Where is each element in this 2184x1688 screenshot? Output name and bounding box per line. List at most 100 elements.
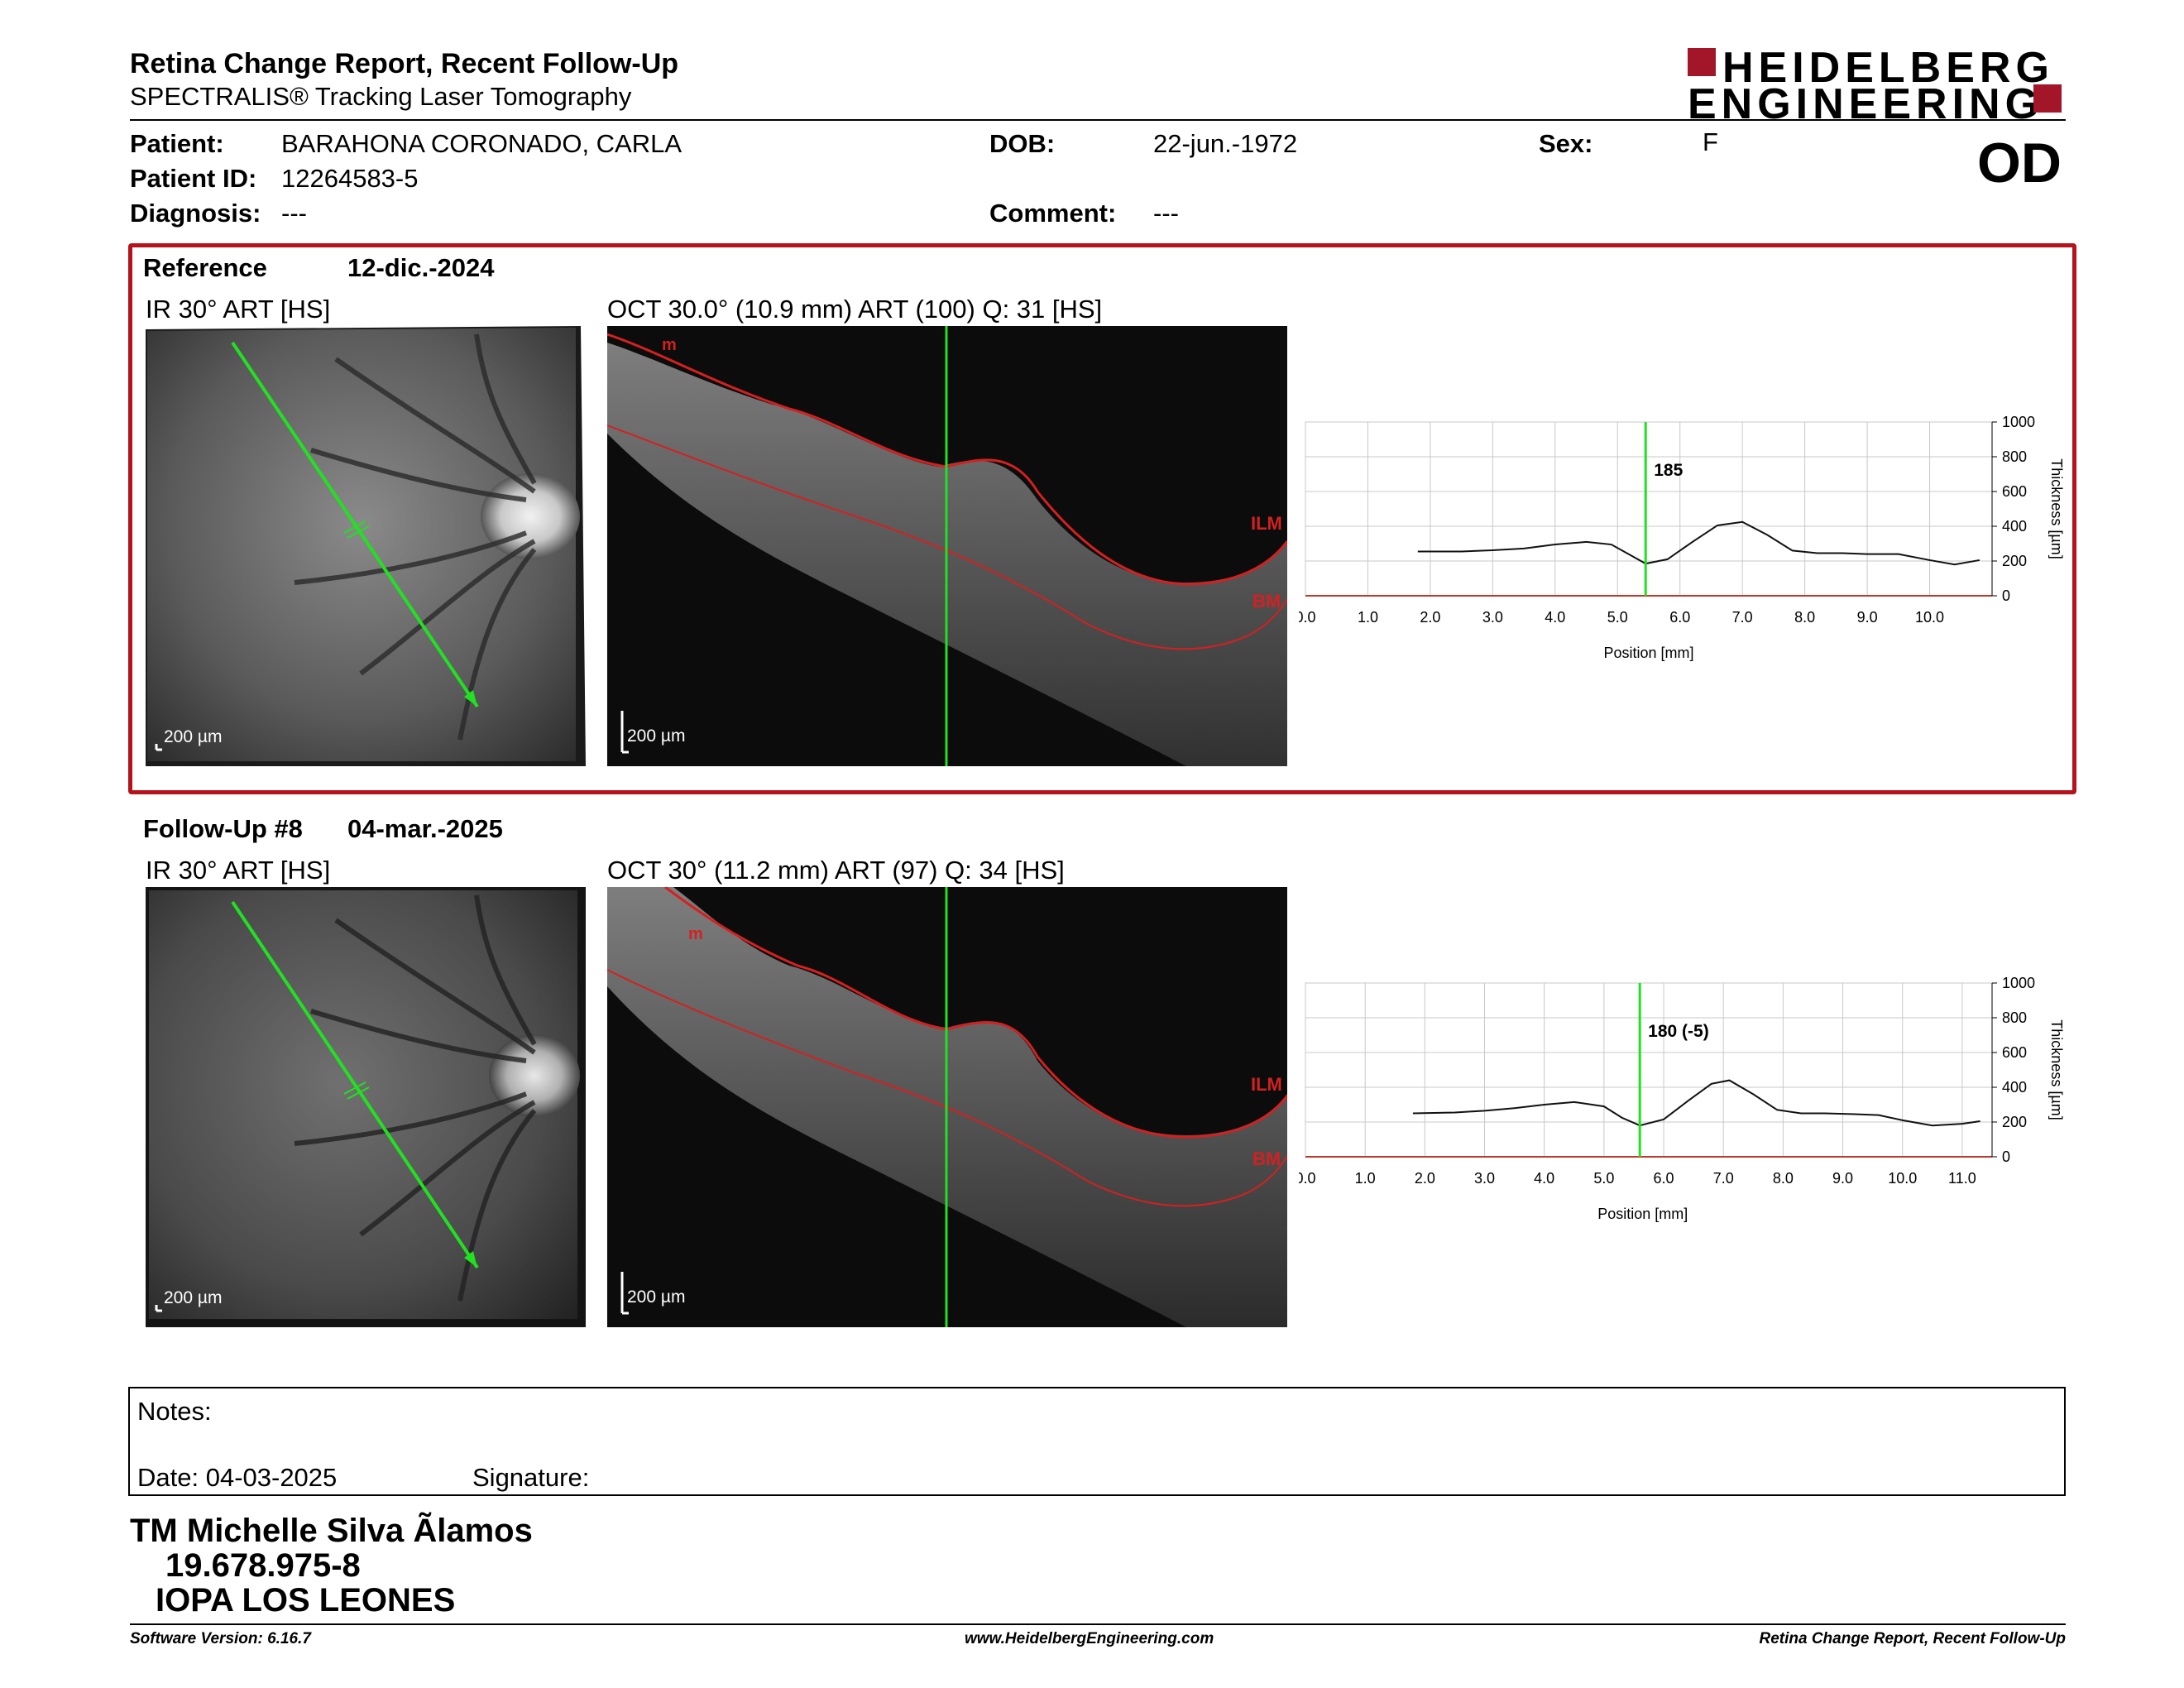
x-tick-label: 11.0 <box>1948 1170 1976 1187</box>
ref-scan-line <box>231 341 479 708</box>
report-subtitle: SPECTRALIS® Tracking Laser Tomography <box>130 82 632 111</box>
reference-frame <box>128 243 2076 794</box>
x-tick-label: 9.0 <box>1857 609 1878 626</box>
sex-label: Sex: <box>1539 129 1593 158</box>
header-divider <box>130 119 2066 121</box>
patient-id: 12264583-5 <box>281 164 419 193</box>
dob-value: 22-jun.-1972 <box>1153 129 1298 158</box>
logo-square-icon <box>1688 48 1716 76</box>
y-tick-label: 600 <box>2002 483 2027 500</box>
y-axis-label: Thickness [µm] <box>2048 1019 2065 1120</box>
x-tick-label: 2.0 <box>1420 609 1440 626</box>
ref-ir-title: IR 30° ART [HS] <box>146 295 331 324</box>
fu-ir-fundus-image: 200 µm <box>146 887 586 1327</box>
fu-oct-title: OCT 30° (11.2 mm) ART (97) Q: 34 [HS] <box>607 856 1065 885</box>
x-tick-label: 4.0 <box>1545 609 1565 626</box>
dob-label: DOB: <box>989 129 1056 158</box>
notes-box: Notes: Date: 04-03-2025 Signature: <box>128 1387 2066 1496</box>
ref-oct-scale: 200 µm <box>627 727 686 746</box>
thickness-series-line <box>1417 520 1980 566</box>
plot-area <box>1305 982 1993 1158</box>
x-tick-label: 10.0 <box>1915 609 1944 626</box>
ref-oct-bscan-image: m ILM BM 200 µm <box>607 326 1287 766</box>
ref-label-ilm: ILM <box>1251 513 1282 534</box>
fu-thickness-chart: 0.0 1.0 2.0 3.0 4.0 5.0 6.0 7.0 8.0 9.0 10.0 11.0 0 2… <box>1299 975 2065 1222</box>
x-tick-label: 3.0 <box>1474 1170 1495 1187</box>
x-tick-label: 10.0 <box>1888 1170 1917 1187</box>
y-tick-label: 400 <box>2002 518 2027 535</box>
x-tick-label: 3.0 <box>1482 609 1503 626</box>
reference-label: Reference <box>143 253 267 282</box>
marker-value-label: 180 (-5) <box>1648 1022 1709 1041</box>
followup-label: Follow-Up #8 <box>143 814 303 843</box>
x-tick-label: 1.0 <box>1358 609 1378 626</box>
x-tick-label: 0.0 <box>1299 609 1316 626</box>
logo-line-1: HEIDELBERG <box>1722 44 2054 92</box>
signatory-id: 19.678.975-8 <box>165 1547 361 1584</box>
x-axis-label: Position [mm] <box>1603 645 1693 661</box>
sex-value: F <box>1703 127 1718 156</box>
plot-area <box>1305 421 1993 597</box>
y-tick-label: 800 <box>2002 448 2027 465</box>
y-tick-label: 0 <box>2002 1149 2010 1165</box>
x-tick-label: 6.0 <box>1669 609 1690 626</box>
y-tick-label: 200 <box>2002 1114 2027 1130</box>
fu-bm-line <box>607 969 1287 1207</box>
x-tick-label: 5.0 <box>1607 609 1628 626</box>
y-tick-label: 200 <box>2002 553 2027 569</box>
fu-oct-bscan-image: m ILM BM 200 µm <box>607 887 1287 1327</box>
y-tick-label: 1000 <box>2002 414 2035 430</box>
ref-thickness-chart: 0.0 1.0 2.0 3.0 4.0 5.0 6.0 7.0 8.0 9.0 10.0 0 200 40… <box>1299 414 2065 661</box>
fu-label-ilm: ILM <box>1251 1074 1282 1095</box>
y-tick-label: 1000 <box>2002 975 2035 991</box>
diagnosis-value: --- <box>281 199 307 228</box>
patient-id-label: Patient ID: <box>130 164 257 193</box>
x-tick-label: 8.0 <box>1794 609 1815 626</box>
patient-name: BARAHONA CORONADO, CARLA <box>281 129 682 158</box>
signatory-org: IOPA LOS LEONES <box>156 1582 456 1618</box>
footer-website-link[interactable]: www.HeidelbergEngineering.com <box>965 1630 1214 1647</box>
fu-oct-scale: 200 µm <box>627 1288 686 1307</box>
fu-ir-scale: 200 µm <box>164 1288 223 1307</box>
footer-software-version: Software Version: 6.16.7 <box>130 1630 311 1647</box>
x-tick-label: 2.0 <box>1415 1170 1435 1187</box>
ref-ir-scale: 200 µm <box>164 727 223 746</box>
fu-label-bm: BM <box>1252 1149 1281 1169</box>
footer-divider <box>130 1623 2066 1625</box>
fu-label-m: m <box>688 925 703 943</box>
thickness-series-line <box>1412 1079 1980 1127</box>
ref-label-m: m <box>662 336 677 354</box>
x-tick-label: 8.0 <box>1773 1170 1794 1187</box>
x-tick-label: 7.0 <box>1732 609 1753 626</box>
logo-line-2: ENGINEERING <box>1688 80 2044 128</box>
x-axis-label: Position [mm] <box>1597 1206 1688 1222</box>
x-tick-label: 9.0 <box>1832 1170 1853 1187</box>
report-title: Retina Change Report, Recent Follow-Up <box>130 48 679 79</box>
followup-date: 04-mar.-2025 <box>347 814 503 843</box>
diagnosis-label: Diagnosis: <box>130 199 261 228</box>
reference-date: 12-dic.-2024 <box>347 253 495 282</box>
fu-ilm-line <box>664 887 1287 1139</box>
notes-date: Date: 04-03-2025 <box>137 1463 338 1492</box>
logo-square-icon <box>2033 84 2062 113</box>
ref-label-bm: BM <box>1252 591 1281 611</box>
footer-report-name: Retina Change Report, Recent Follow-Up <box>1759 1630 2066 1647</box>
y-tick-label: 0 <box>2002 587 2010 604</box>
ref-oct-title: OCT 30.0° (10.9 mm) ART (100) Q: 31 [HS] <box>607 295 1103 324</box>
x-tick-label: 0.0 <box>1299 1170 1316 1187</box>
marker-value-label: 185 <box>1654 461 1683 480</box>
notes-label: Notes: <box>137 1397 212 1426</box>
comment-label: Comment: <box>989 199 1117 228</box>
signatory-name: TM Michelle Silva Ãlamos <box>130 1513 533 1549</box>
eye-indicator: OD <box>1977 132 2062 194</box>
ref-ir-fundus-image: 200 µm <box>146 326 586 766</box>
x-tick-label: 1.0 <box>1355 1170 1376 1187</box>
comment-value: --- <box>1153 199 1179 228</box>
y-tick-label: 800 <box>2002 1009 2027 1026</box>
y-tick-label: 400 <box>2002 1079 2027 1096</box>
x-tick-label: 5.0 <box>1593 1170 1614 1187</box>
signature-label: Signature: <box>472 1463 590 1492</box>
y-axis-label: Thickness [µm] <box>2048 458 2065 559</box>
x-tick-label: 4.0 <box>1534 1170 1554 1187</box>
patient-label: Patient: <box>130 129 224 158</box>
